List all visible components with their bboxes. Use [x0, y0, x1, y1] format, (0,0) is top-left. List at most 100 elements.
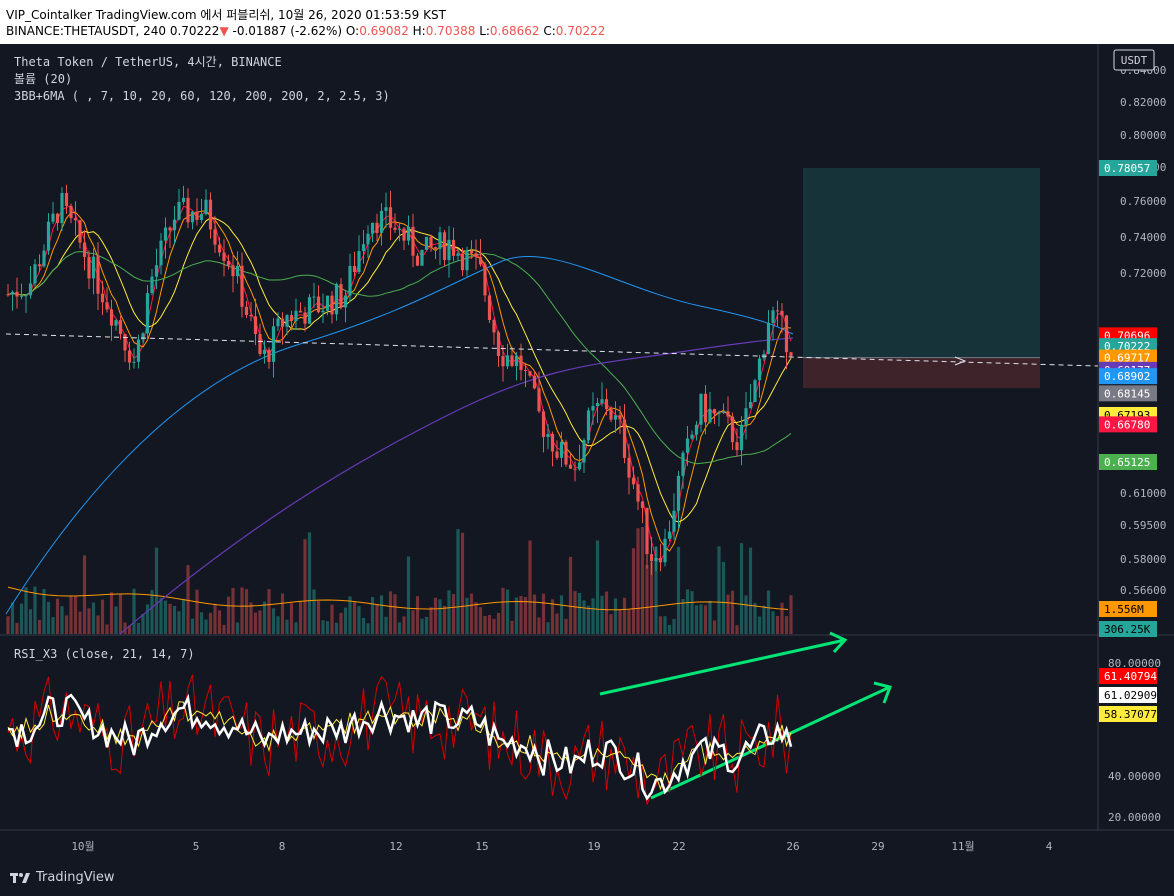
volume-bar	[586, 605, 591, 634]
volume-bar	[145, 604, 150, 634]
candle-body	[708, 409, 712, 423]
time-tick-label: 26	[786, 840, 799, 853]
volume-bar	[636, 528, 640, 634]
candle-body	[636, 484, 640, 502]
volume-bar	[379, 595, 384, 634]
brand-logo[interactable]: TradingView	[10, 870, 115, 885]
volume-bar	[258, 610, 262, 634]
volume-bar	[181, 598, 186, 634]
candle-body	[267, 349, 271, 362]
candle-body	[667, 531, 672, 539]
candle-body	[298, 310, 303, 313]
time-tick-label: 22	[672, 840, 685, 853]
volume-bar	[483, 615, 487, 634]
volume-bar	[91, 602, 96, 634]
candle-body	[136, 339, 141, 362]
ma-120-line	[5, 255, 794, 615]
volume-bar	[240, 587, 244, 634]
volume-bar	[388, 591, 393, 634]
chart-area[interactable]: 0.840000.820000.800000.780000.760000.740…	[0, 44, 1174, 860]
volume-bar	[33, 586, 37, 634]
volume-bar	[15, 622, 19, 634]
volume-bar	[406, 556, 411, 634]
volume-bar	[658, 616, 663, 634]
volume-bar	[105, 624, 109, 634]
candle-body	[658, 557, 663, 563]
volume-bar	[514, 597, 519, 634]
drawings[interactable]	[5, 168, 1099, 800]
volume-bar	[280, 593, 285, 634]
arrowhead-bottom-icon	[873, 681, 892, 704]
volume-bar	[28, 609, 33, 634]
time-tick-label: 15	[475, 840, 488, 853]
candle-body	[600, 399, 604, 403]
volume-bar	[276, 616, 280, 634]
volume-bar	[591, 598, 595, 634]
candle-body	[150, 276, 154, 294]
close-value: 0.70222	[555, 24, 606, 38]
volume-bar	[429, 607, 433, 634]
candle-body	[672, 510, 676, 532]
candle-body	[28, 283, 33, 296]
volume-bar	[109, 592, 114, 634]
down-arrow-icon: ▼	[219, 24, 229, 38]
volume-bar	[150, 590, 154, 634]
candle-body	[145, 293, 150, 334]
price-label-box	[1099, 349, 1157, 366]
volume-bar	[321, 620, 325, 634]
candle-body	[42, 250, 46, 267]
volume-bar	[384, 616, 388, 634]
candle-body	[744, 408, 748, 425]
volume-bar	[249, 602, 253, 634]
candle-body	[222, 252, 226, 261]
volume-bar	[546, 622, 550, 634]
volume-bar	[397, 622, 402, 634]
candle-body	[51, 213, 55, 222]
candle-body	[325, 295, 330, 311]
candle-body	[681, 452, 685, 476]
price-tick-label: 0.59500	[1120, 519, 1166, 532]
candle-body	[546, 433, 550, 437]
candle-body	[595, 402, 600, 407]
candle-body	[190, 211, 195, 223]
candle-body	[726, 411, 730, 417]
candle-body	[357, 251, 361, 273]
candle-body	[285, 315, 289, 327]
volume-bar	[492, 618, 496, 634]
candle-body	[366, 233, 370, 245]
candle-body	[429, 236, 433, 248]
candle-body	[73, 218, 78, 221]
volume-bar	[622, 597, 627, 634]
candle-body	[271, 326, 276, 362]
price-tick-label: 0.56600	[1120, 584, 1166, 597]
volume-bar	[780, 602, 784, 634]
candle-body	[780, 310, 784, 316]
volume-bar	[420, 618, 424, 634]
volume-bar	[487, 614, 492, 634]
volume-bar	[771, 611, 775, 634]
time-tick-label: 29	[871, 840, 884, 853]
low-label: L:	[479, 24, 490, 38]
candle-body	[541, 411, 546, 437]
volume-bar	[186, 565, 190, 634]
footer: TradingView	[0, 860, 1174, 896]
candle-body	[132, 361, 136, 363]
rsi-fast-line	[7, 674, 792, 805]
price-tick-label: 0.80000	[1120, 129, 1166, 142]
time-tick-label: 8	[279, 840, 286, 853]
open-value: 0.69082	[359, 24, 409, 38]
candle-body	[465, 250, 469, 271]
volume-bar	[667, 624, 672, 634]
currency-badge[interactable]	[1113, 49, 1155, 71]
candle-body	[231, 265, 235, 277]
volume-bar	[465, 597, 469, 634]
candle-body	[10, 291, 15, 295]
dashed-trendline	[5, 333, 1099, 367]
candle-body	[784, 315, 789, 353]
candle-body	[694, 424, 699, 435]
candle-body	[474, 253, 478, 257]
volume-bar	[789, 595, 793, 634]
rsi-legend: RSI_X3 (close, 21, 14, 7)	[14, 647, 195, 661]
volume-bar	[438, 599, 442, 634]
chart-svg[interactable]: 0.840000.820000.800000.780000.760000.740…	[0, 44, 1174, 860]
